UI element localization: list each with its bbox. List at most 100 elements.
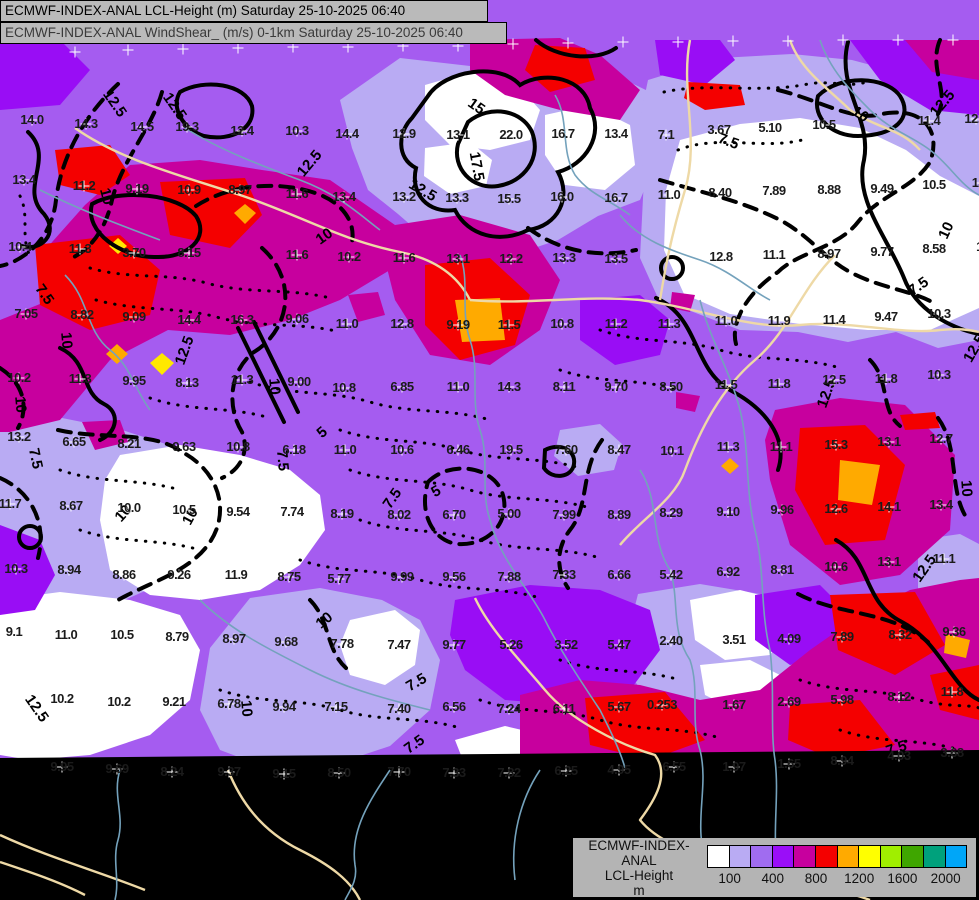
- grid-cross-icon: [892, 34, 904, 46]
- contour-line-dashed: [56, 428, 223, 602]
- grid-cross-icon: [876, 246, 888, 258]
- grid-cross-icon: [128, 247, 140, 259]
- contour-line-dotted: [358, 518, 602, 560]
- grid-cross-icon: [830, 561, 842, 573]
- station-value: 10.2: [45, 691, 79, 707]
- station-value: 11.1: [927, 551, 961, 567]
- station-value-text: 11.8: [874, 371, 898, 386]
- grid-cross-icon: [556, 318, 568, 330]
- station-value: 9.77: [865, 244, 899, 260]
- contour-line-solid: [88, 192, 203, 260]
- grid-cross-icon: [171, 631, 183, 643]
- grid-cross-icon: [893, 750, 905, 762]
- grid-cross: [881, 32, 915, 48]
- river-line: [459, 254, 491, 521]
- map-region: [944, 634, 970, 658]
- station-value-text: 6.66: [607, 567, 631, 582]
- station-value-text: 9.26: [167, 567, 191, 582]
- contour-line-dashed: [0, 366, 26, 430]
- grid-cross-icon: [452, 381, 464, 393]
- station-value: 8.58: [917, 241, 951, 257]
- station-value: 0.253: [645, 697, 679, 713]
- station-value: 13.4: [599, 126, 633, 142]
- station-value-text: 1.65: [777, 756, 801, 771]
- station-value-text: 7.05: [14, 306, 38, 321]
- station-value-text: 11.9: [224, 567, 248, 582]
- station-value-text: 7.60: [554, 442, 578, 457]
- legend-units: m: [633, 882, 645, 898]
- station-value: 3.70: [117, 245, 151, 261]
- grid-cross-icon: [672, 36, 684, 48]
- contour-line-solid: [236, 326, 286, 424]
- grid-cross-icon: [557, 128, 569, 140]
- station-value: 13.1: [441, 127, 475, 143]
- map-region: [348, 292, 385, 322]
- station-value-text: 9.10: [716, 504, 740, 519]
- grid-cross-icon: [503, 381, 515, 393]
- grid-cross-icon: [880, 311, 892, 323]
- station-value-text: 9.19: [125, 181, 149, 196]
- map-region: [554, 424, 622, 476]
- grid-cross-icon: [613, 444, 625, 456]
- grid-cross-icon: [181, 121, 193, 133]
- map-region: [900, 412, 940, 430]
- station-value-text: 8.89: [607, 507, 631, 522]
- station-value: 8.21: [112, 436, 146, 452]
- station-value-text: 9.21: [162, 694, 186, 709]
- station-value: 13.3: [440, 190, 474, 206]
- contour-line-dotted: [248, 380, 492, 422]
- grid-cross-icon: [288, 444, 300, 456]
- station-value: 13.2: [2, 429, 36, 445]
- station-value-text: 4.09: [777, 631, 801, 646]
- station-value-text: 14.5: [130, 119, 154, 134]
- station-value: 9.00: [282, 374, 316, 390]
- legend-swatch: [707, 845, 730, 868]
- station-value: 7.78: [325, 636, 359, 652]
- map-region: [0, 160, 395, 432]
- country-border-line: [658, 39, 692, 301]
- station-value-text: 8.29: [659, 505, 683, 520]
- station-value-text: 16.3: [230, 312, 254, 327]
- station-value-text: 11.3: [68, 241, 92, 256]
- grid-cross-icon: [783, 758, 795, 770]
- grid-cross-icon: [283, 571, 295, 583]
- station-value-text: 9.54: [226, 504, 250, 519]
- station-value: 8.19: [325, 506, 359, 522]
- legend-swatch: [945, 845, 968, 868]
- station-value: 11.6: [280, 247, 314, 263]
- grid-cross-icon: [232, 506, 244, 518]
- station-value: 9.10: [711, 504, 745, 520]
- grid-cross-icon: [665, 381, 677, 393]
- map-region: [55, 145, 130, 195]
- grid-cross-icon: [558, 703, 570, 715]
- grid-cross: [496, 36, 530, 52]
- station-value: 8.47: [602, 442, 636, 458]
- grid-cross-icon: [665, 507, 677, 519]
- station-value-text: 6.78: [217, 696, 241, 711]
- grid-cross-icon: [280, 636, 292, 648]
- grid-cross-icon: [933, 369, 945, 381]
- grid-cross-icon: [13, 372, 25, 384]
- station-value: 13.5: [599, 251, 633, 267]
- grid-cross-icon: [613, 639, 625, 651]
- contour-line-dashed: [422, 466, 507, 547]
- map-region: [721, 458, 739, 474]
- country-border-line: [74, 127, 472, 301]
- grid-cross-icon: [398, 128, 410, 140]
- station-value-text: 8.21: [117, 436, 141, 451]
- contour-line-dotted: [598, 328, 842, 370]
- grid-cross-icon: [56, 761, 68, 773]
- station-value: 15.5: [492, 191, 526, 207]
- station-value: 14.3: [492, 379, 526, 395]
- station-value-text: 19.3: [175, 119, 199, 134]
- station-value-text: 11.3: [716, 439, 740, 454]
- station-value: 12.6: [819, 501, 853, 517]
- station-value-text: 6.55: [662, 759, 686, 774]
- station-value-text: 12.8: [709, 249, 733, 264]
- station-value: 11.1: [764, 439, 798, 455]
- station-value-text: 11.3: [68, 371, 92, 386]
- grid-cross-icon: [80, 118, 92, 130]
- river-line: [554, 94, 631, 216]
- station-value-text: 10.3: [927, 306, 951, 321]
